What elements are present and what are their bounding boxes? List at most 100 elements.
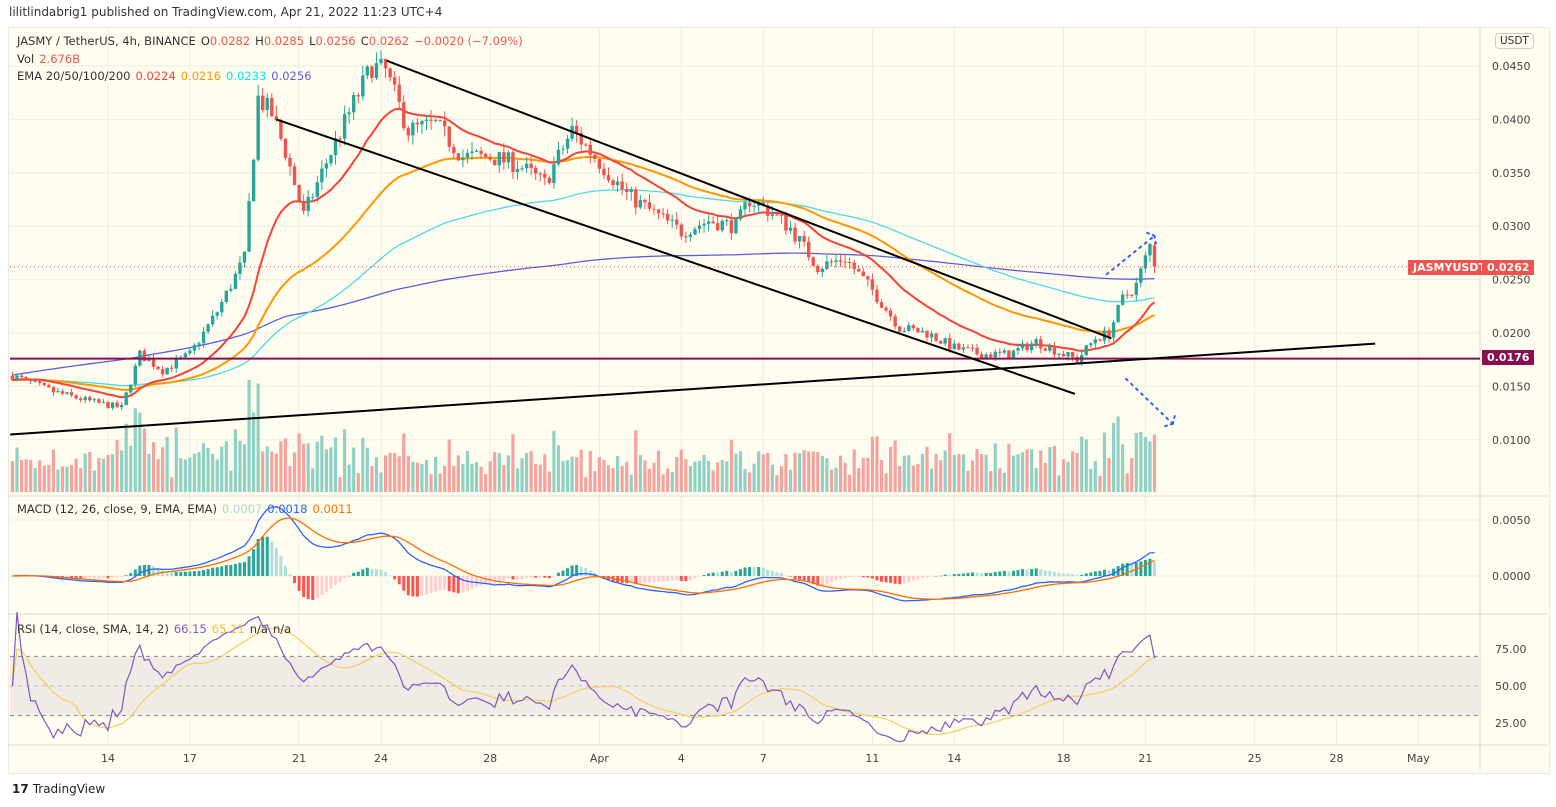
ema20-line bbox=[12, 107, 1156, 399]
volume-bar bbox=[70, 465, 74, 492]
macd-histogram-bar bbox=[1043, 570, 1047, 576]
macd-histogram-bar bbox=[980, 573, 984, 576]
chart-frame[interactable] bbox=[8, 27, 1550, 774]
volume-bar bbox=[788, 469, 793, 492]
volume-bar bbox=[697, 460, 702, 492]
volume-bar bbox=[993, 443, 997, 492]
volume-bar bbox=[757, 451, 761, 492]
candle-body bbox=[474, 150, 479, 152]
candle-body bbox=[324, 163, 329, 169]
trendline bbox=[386, 59, 1112, 340]
macd-histogram-bar bbox=[320, 576, 324, 595]
volume-bar bbox=[552, 430, 556, 492]
macd-histogram-bar bbox=[274, 547, 278, 576]
macd-histogram-bar bbox=[848, 576, 852, 578]
macd-histogram-bar bbox=[1002, 570, 1006, 576]
candle-body bbox=[188, 350, 192, 354]
candle-body bbox=[170, 367, 174, 369]
candle-body bbox=[333, 138, 338, 156]
candle-body bbox=[1098, 339, 1102, 341]
candle-body bbox=[620, 181, 624, 189]
macd-histogram-bar bbox=[92, 576, 96, 579]
volume-bar bbox=[474, 462, 479, 492]
volume-bar bbox=[420, 464, 424, 492]
macd-histogram-bar bbox=[1007, 571, 1011, 576]
low-label: L bbox=[309, 34, 316, 48]
tradingview-logo[interactable]: 17 TradingView bbox=[12, 782, 105, 796]
macd-label[interactable]: MACD (12, 26, close, 9, EMA, EMA) bbox=[17, 502, 217, 516]
candle-body bbox=[388, 68, 392, 78]
macd-histogram-bar bbox=[438, 576, 442, 591]
volume-bar bbox=[597, 457, 601, 492]
candle-body bbox=[229, 288, 233, 291]
macd-signal-value: 0.0011 bbox=[312, 502, 353, 516]
macd-histogram-bar bbox=[293, 576, 297, 583]
volume-bar bbox=[1111, 422, 1116, 492]
candle-body bbox=[702, 223, 706, 226]
candle-body bbox=[1130, 294, 1134, 296]
rsi-label[interactable]: RSI (14, close, SMA, 14, 2) bbox=[17, 622, 169, 636]
macd-histogram-bar bbox=[770, 571, 774, 576]
volume-bar bbox=[110, 454, 115, 492]
candle-body bbox=[101, 402, 106, 404]
macd-histogram-bar bbox=[975, 572, 979, 576]
macd-histogram-bar bbox=[516, 576, 519, 580]
volume-bar bbox=[1080, 436, 1084, 492]
candle-body bbox=[92, 399, 97, 401]
volume-bar bbox=[939, 460, 943, 492]
volume-bar bbox=[1098, 475, 1102, 492]
volume-bar bbox=[201, 443, 206, 492]
symbol-title[interactable]: JASMY / TetherUS, 4h, BINANCE bbox=[17, 34, 196, 48]
macd-histogram-bar bbox=[211, 567, 215, 576]
candle-body bbox=[1066, 352, 1070, 357]
macd-histogram-bar bbox=[820, 576, 824, 586]
volume-bar bbox=[961, 454, 965, 492]
volume-bar bbox=[998, 468, 1002, 492]
candle-body bbox=[898, 326, 902, 332]
currency-button[interactable]: USDT bbox=[1495, 33, 1534, 49]
volume-bar bbox=[520, 458, 524, 492]
volume-bar bbox=[165, 436, 169, 492]
macd-histogram-bar bbox=[411, 576, 415, 597]
volume-bar bbox=[1007, 443, 1011, 492]
x-tick-label: May bbox=[1407, 752, 1430, 765]
macd-histogram-bar bbox=[465, 576, 469, 591]
volume-bar bbox=[802, 450, 806, 492]
macd-histogram-bar bbox=[1102, 569, 1106, 576]
macd-histogram-bar bbox=[338, 576, 342, 583]
macd-histogram-bar bbox=[939, 575, 943, 577]
x-tick-label: 4 bbox=[678, 752, 685, 765]
volume-bar bbox=[83, 453, 87, 492]
candle-body bbox=[56, 391, 60, 393]
candle-body bbox=[197, 343, 201, 345]
volume-bar bbox=[97, 457, 101, 492]
macd-histogram-bar bbox=[666, 576, 670, 582]
macd-histogram-bar bbox=[861, 576, 865, 578]
macd-histogram-bar bbox=[629, 576, 633, 583]
rsi-na-2: n/a bbox=[272, 622, 292, 636]
volume-bar bbox=[106, 455, 110, 492]
candle-body bbox=[534, 167, 538, 174]
volume-bar bbox=[124, 423, 128, 492]
candle-body bbox=[943, 338, 947, 344]
ema-label[interactable]: EMA 20/50/100/200 bbox=[17, 69, 131, 83]
volume-bar bbox=[256, 383, 260, 492]
candle-body bbox=[825, 261, 829, 269]
macd-histogram-bar bbox=[252, 549, 256, 576]
macd-histogram-bar bbox=[802, 576, 806, 581]
volume-label[interactable]: Vol bbox=[17, 52, 35, 66]
volume-bar bbox=[506, 455, 510, 492]
macd-histogram-bar bbox=[1011, 570, 1015, 576]
candle-body bbox=[1107, 330, 1111, 338]
candle-body bbox=[1134, 282, 1138, 295]
volume-bar bbox=[38, 460, 42, 492]
macd-histogram-bar bbox=[1121, 563, 1125, 576]
macd-histogram-bar bbox=[238, 562, 242, 576]
macd-histogram-bar bbox=[497, 576, 501, 582]
candle-body bbox=[584, 144, 588, 146]
x-tick-label: 28 bbox=[483, 752, 497, 765]
macd-histogram-bar bbox=[520, 576, 524, 580]
volume-bar bbox=[752, 463, 756, 492]
volume-bar bbox=[816, 452, 820, 492]
